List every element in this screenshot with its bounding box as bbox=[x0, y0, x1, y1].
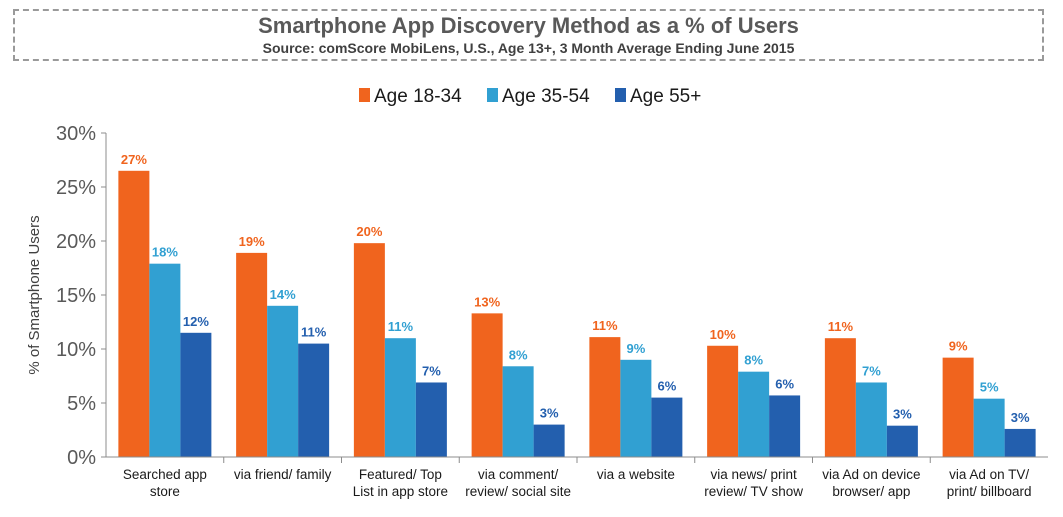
data-label: 5% bbox=[980, 380, 999, 395]
legend: Age 18-34 Age 35-54 Age 55+ bbox=[359, 86, 701, 107]
x-tick-label-line: via news/ print bbox=[710, 467, 797, 482]
y-tick-label: 20% bbox=[56, 231, 96, 253]
legend-swatch bbox=[487, 88, 498, 102]
bar-age-55- bbox=[651, 397, 683, 457]
x-tick-label-line: via Ad on TV/ bbox=[949, 467, 1029, 482]
x-tick-label-line: via friend/ family bbox=[234, 467, 332, 482]
x-tick-label: via news/ print review/ TV show bbox=[704, 467, 803, 499]
data-label: 9% bbox=[626, 341, 645, 356]
chart-subtitle: Source: comScore MobiLens, U.S., Age 13+… bbox=[262, 40, 795, 56]
data-label: 7% bbox=[862, 363, 881, 378]
data-label: 11% bbox=[592, 318, 618, 333]
chart-title-box: Smartphone App Discovery Method as a % o… bbox=[13, 9, 1044, 61]
y-axis-label: % of Smartphone Users bbox=[26, 215, 43, 374]
legend-label: Age 35-54 bbox=[502, 86, 590, 107]
data-label: 20% bbox=[356, 224, 382, 239]
bar-age-35-54 bbox=[149, 263, 181, 457]
data-label: 27% bbox=[121, 152, 147, 167]
legend-label: Age 55+ bbox=[630, 86, 701, 107]
bar-age-55- bbox=[180, 332, 212, 457]
x-tick-label: Featured/ Top List in app store bbox=[353, 467, 448, 499]
x-tick-label-line: via comment/ bbox=[478, 467, 559, 482]
legend-label: Age 18-34 bbox=[374, 86, 462, 107]
data-label: 9% bbox=[949, 339, 968, 354]
data-label: 10% bbox=[710, 327, 736, 342]
x-tick-label-line: via a website bbox=[597, 467, 675, 482]
data-label: 8% bbox=[509, 347, 528, 362]
x-tick-label-line: List in app store bbox=[353, 484, 448, 499]
bar-age-18-34 bbox=[353, 243, 385, 457]
data-label: 13% bbox=[474, 294, 500, 309]
x-tick-label-line: print/ billboard bbox=[947, 484, 1032, 499]
data-label: 3% bbox=[540, 406, 559, 421]
bar-age-35-54 bbox=[620, 359, 652, 457]
x-tick-label-line: store bbox=[150, 484, 180, 499]
bar-age-18-34 bbox=[707, 345, 739, 457]
x-tick-label-line: via Ad on device bbox=[822, 467, 920, 482]
bar-age-55- bbox=[415, 382, 447, 457]
y-tick-label: 5% bbox=[67, 393, 96, 415]
bar-age-18-34 bbox=[942, 357, 974, 457]
y-tick-label: 10% bbox=[56, 339, 96, 361]
bar-age-55- bbox=[1004, 428, 1036, 457]
data-label: 8% bbox=[744, 353, 763, 368]
y-tick-label: 15% bbox=[56, 285, 96, 307]
bar-age-55- bbox=[769, 395, 801, 457]
data-label: 3% bbox=[893, 407, 912, 422]
bar-age-35-54 bbox=[267, 305, 299, 457]
bar-age-55- bbox=[298, 343, 330, 457]
bar-age-18-34 bbox=[118, 170, 150, 458]
y-tick-label: 0% bbox=[67, 447, 96, 469]
y-tick-label: 30% bbox=[56, 123, 96, 145]
data-label: 6% bbox=[657, 379, 676, 394]
bar-age-55- bbox=[886, 425, 918, 457]
data-label: 18% bbox=[152, 245, 178, 260]
bar-age-18-34 bbox=[824, 338, 856, 457]
x-tick-label-line: browser/ app bbox=[832, 484, 910, 499]
x-axis: Searched app store via friend/ family Featu… bbox=[106, 456, 1048, 499]
data-label: 7% bbox=[422, 363, 441, 378]
chart-title: Smartphone App Discovery Method as a % o… bbox=[258, 13, 799, 38]
bar-age-55- bbox=[533, 424, 565, 457]
x-tick-label: via a website bbox=[597, 467, 675, 482]
x-tick-label: via Ad on device browser/ app bbox=[822, 467, 920, 499]
bars: 27% 18% 12% 19% 14% 11% 20% 11% 7% 13% 8% 3% 11% 9% 6%… bbox=[118, 152, 1036, 458]
x-tick-label-line: review/ social site bbox=[465, 484, 571, 499]
x-tick-label-line: Featured/ Top bbox=[359, 467, 442, 482]
legend-swatch bbox=[359, 88, 370, 102]
bar-age-35-54 bbox=[738, 371, 770, 457]
bar-age-35-54 bbox=[855, 382, 887, 457]
data-label: 11% bbox=[301, 325, 327, 340]
x-tick-label: via comment/review/ social site bbox=[465, 467, 571, 499]
bar-age-18-34 bbox=[471, 313, 503, 457]
bar-age-35-54 bbox=[384, 338, 416, 457]
x-tick-label: Searched app store bbox=[123, 467, 207, 499]
x-tick-label: via friend/ family bbox=[234, 467, 332, 482]
data-label: 19% bbox=[239, 234, 265, 249]
x-tick-label-line: Searched app bbox=[123, 467, 207, 482]
data-label: 11% bbox=[828, 319, 854, 334]
data-label: 14% bbox=[270, 287, 296, 302]
data-label: 12% bbox=[183, 314, 209, 329]
data-label: 6% bbox=[775, 376, 794, 391]
x-tick-label: via Ad on TV/print/ billboard bbox=[947, 467, 1032, 499]
x-tick-label-line: review/ TV show bbox=[704, 484, 803, 499]
data-label: 3% bbox=[1011, 410, 1030, 425]
data-label: 11% bbox=[388, 319, 414, 334]
bar-age-35-54 bbox=[502, 366, 534, 457]
bar-age-35-54 bbox=[973, 398, 1005, 457]
legend-swatch bbox=[615, 88, 626, 102]
bar-age-18-34 bbox=[589, 337, 621, 457]
y-tick-label: 25% bbox=[56, 177, 96, 199]
y-axis: 0% 5% 10% 15% 20% 25% 30% % of Smartphone Users bbox=[26, 123, 107, 469]
bar-age-18-34 bbox=[236, 252, 268, 457]
